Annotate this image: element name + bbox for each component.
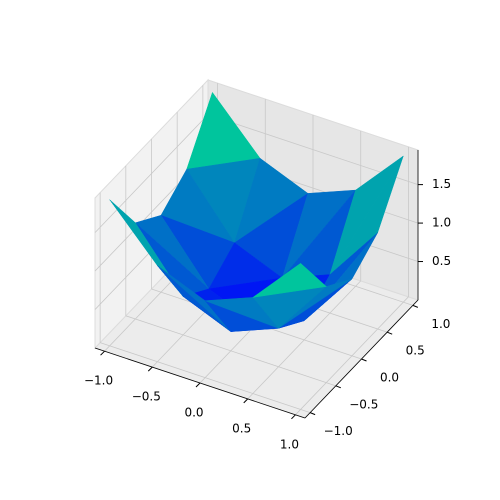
y-tick-label: −1.0 xyxy=(324,424,353,438)
y-tick xyxy=(386,331,393,335)
y-tick xyxy=(309,412,316,416)
z-tick-label: 1.0 xyxy=(432,216,451,230)
y-tick xyxy=(335,385,342,389)
x-tick xyxy=(291,414,296,420)
x-tick xyxy=(147,366,153,372)
x-tick-label: −0.5 xyxy=(132,390,161,404)
x-tick xyxy=(195,382,201,388)
grid-line xyxy=(125,315,336,387)
y-tick-label: 1.0 xyxy=(431,317,450,331)
y-tick-label: 0.5 xyxy=(406,344,425,358)
axis-line xyxy=(304,299,419,419)
y-tick-label: 0.0 xyxy=(380,371,399,385)
x-tick-label: −1.0 xyxy=(84,374,113,388)
grid-line xyxy=(94,114,209,233)
x-tick xyxy=(243,398,249,404)
z-tick-label: 1.5 xyxy=(432,177,451,191)
z-tick-label: 0.5 xyxy=(432,254,451,268)
y-tick xyxy=(412,304,419,308)
surface-face xyxy=(252,263,327,298)
y-tick-label: −0.5 xyxy=(349,397,378,411)
x-tick-label: 1.0 xyxy=(280,437,299,451)
grid-line xyxy=(100,342,311,414)
x-tick-label: 0.0 xyxy=(184,406,203,420)
x-tick xyxy=(100,350,105,356)
x-tick-label: 0.5 xyxy=(232,421,251,435)
axis-line xyxy=(94,347,306,419)
y-tick xyxy=(361,358,367,362)
